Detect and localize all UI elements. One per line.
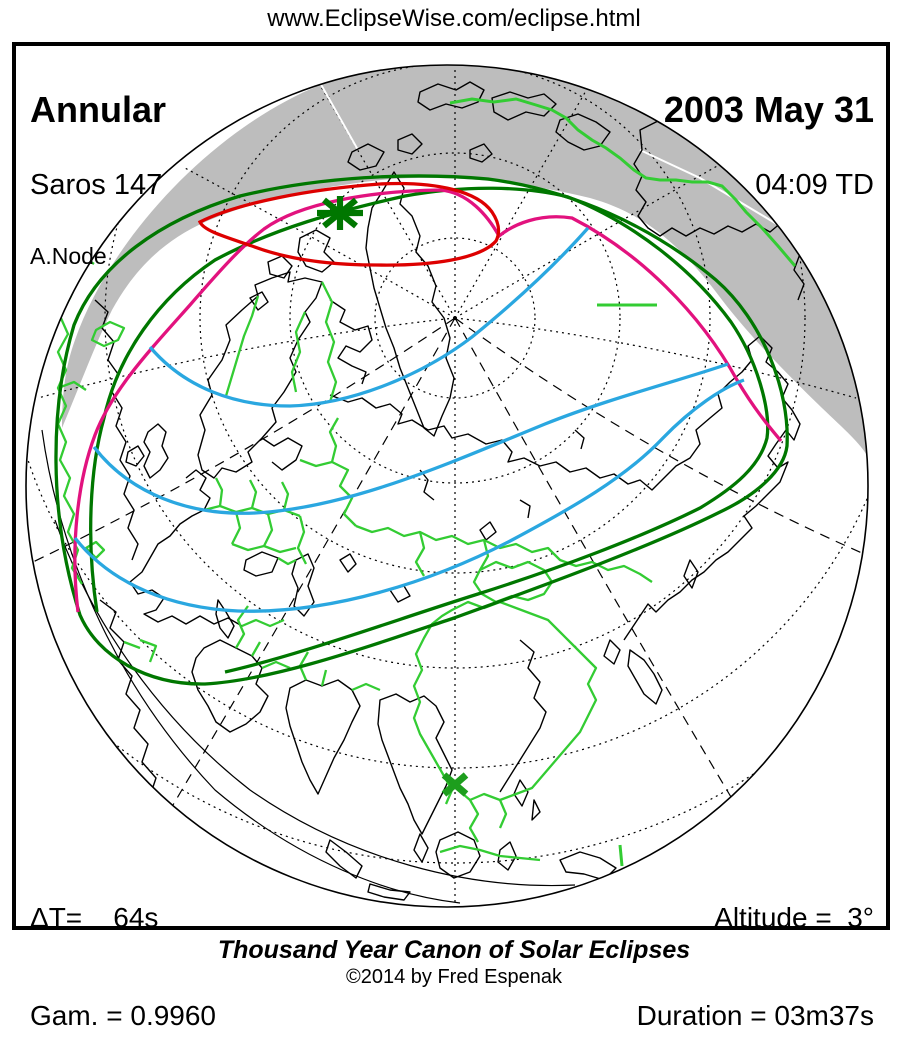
annular-path-outline — [197, 181, 501, 267]
penumbral-limit-outer-curve — [54, 174, 789, 686]
eclipse-globe-map — [25, 64, 869, 908]
graticule — [26, 65, 868, 907]
delta-t-value: ΔT= 64s — [30, 902, 159, 934]
duration-value: Duration = 03m37s — [636, 1000, 874, 1032]
shadow-region — [62, 65, 868, 457]
max-eclipse-curve-south — [73, 378, 745, 613]
eclipse-type: Annular — [30, 88, 167, 130]
eclipse-time: 04:09 TD — [755, 168, 874, 201]
max-eclipse-curve-mid — [92, 362, 729, 515]
site-url: www.EclipseWise.com/eclipse.html — [267, 5, 641, 32]
eclipse-date: 2003 May 31 — [663, 88, 874, 130]
globe-disc — [26, 65, 868, 907]
terminator-arcs — [41, 429, 576, 904]
node-label: A.Node — [30, 242, 107, 269]
gamma-value: Gam. = 0.9960 — [30, 1000, 217, 1032]
eclipse-type-block: Annular Saros 147 A.Node — [30, 56, 166, 286]
altitude-value: Altitude = 3° — [714, 902, 874, 934]
canon-title: Thousand Year Canon of Solar Eclipses — [217, 936, 691, 964]
penumbral-limit-inner-curve — [89, 186, 770, 674]
saros-number: Saros 147 — [30, 168, 163, 201]
sub-solar-x-mark — [441, 772, 469, 797]
eclipse-date-block: 2003 May 31 04:09 TD — [664, 56, 874, 219]
max-eclipse-curve-north — [148, 226, 590, 408]
rise-set-curve — [73, 188, 783, 613]
coastlines — [91, 81, 805, 901]
highlighted-coast-green — [449, 97, 797, 867]
eclipse-curves — [54, 174, 789, 686]
copyright: ©2014 by Fred Espenak — [346, 966, 562, 988]
globe-outline — [25, 64, 869, 908]
greatest-eclipse-asterisk — [317, 196, 363, 230]
